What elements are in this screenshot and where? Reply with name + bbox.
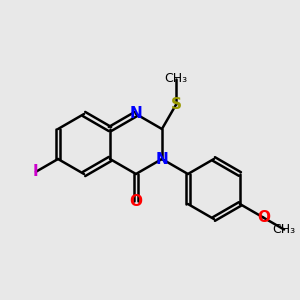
Text: S: S — [171, 97, 182, 112]
Text: I: I — [33, 164, 39, 179]
Text: CH₃: CH₃ — [165, 72, 188, 85]
Text: N: N — [130, 106, 142, 122]
Text: CH₃: CH₃ — [272, 223, 296, 236]
Text: O: O — [257, 210, 270, 225]
Text: N: N — [156, 152, 168, 166]
Text: O: O — [130, 194, 142, 208]
